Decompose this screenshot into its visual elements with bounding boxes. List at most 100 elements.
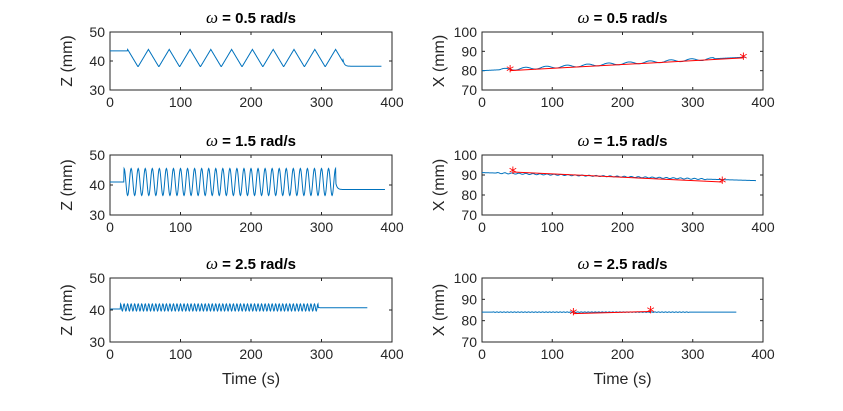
series-line xyxy=(110,166,385,197)
x-tick-label: 300 xyxy=(681,94,705,110)
x-tick-label: 300 xyxy=(681,346,705,362)
y-tick-label: 80 xyxy=(461,187,477,203)
fit-marker: * xyxy=(718,173,726,192)
y-axis-label: Z (mm) xyxy=(59,284,76,336)
subplot-title: ω = 0.5 rad/s xyxy=(206,8,296,27)
fit-line xyxy=(573,310,651,315)
x-tick-label: 300 xyxy=(310,94,334,110)
x-tick-label: 100 xyxy=(169,219,193,235)
fit-marker: * xyxy=(506,62,514,81)
title-omega-symbol: ω xyxy=(578,131,590,150)
fit-marker: * xyxy=(569,305,577,324)
title-text: = 0.5 rad/s xyxy=(218,10,296,27)
subplot-top-right: ω = 0.5 rad/s 0 100 200 300 400 70 80 90 100 X (mm… xyxy=(431,8,775,110)
x-tick-label: 300 xyxy=(310,346,334,362)
x-tick-label: 0 xyxy=(106,219,114,235)
x-tick-label: 400 xyxy=(751,346,775,362)
y-tick-label: 70 xyxy=(461,334,477,350)
axes-box xyxy=(481,154,764,216)
axes-box xyxy=(109,154,393,216)
x-tick-label: 200 xyxy=(239,94,263,110)
x-tick-label: 100 xyxy=(541,219,565,235)
x-tick-label: 100 xyxy=(169,346,193,362)
title-omega-symbol: ω xyxy=(206,8,218,27)
y-tick-label: 40 xyxy=(89,177,105,193)
y-tick-label: 70 xyxy=(461,207,477,223)
x-axis-label: Time (s) xyxy=(222,371,280,388)
y-tick-label: 50 xyxy=(89,270,105,286)
x-tick-label: 400 xyxy=(380,219,404,235)
x-tick-label: 200 xyxy=(239,219,263,235)
y-tick-label: 90 xyxy=(461,291,477,307)
title-omega-symbol: ω xyxy=(206,131,218,150)
fit-line xyxy=(510,57,744,72)
fit-line xyxy=(512,171,723,183)
x-tick-label: 0 xyxy=(106,94,114,110)
title-omega-symbol: ω xyxy=(578,8,590,27)
y-tick-label: 100 xyxy=(454,147,478,163)
x-tick-label: 0 xyxy=(478,219,486,235)
y-tick-label: 30 xyxy=(89,334,105,350)
subplot-middle-left: ω = 1.5 rad/s 0 100 200 300 400 30 40 50 Z (mm) xyxy=(59,131,404,235)
y-tick-label: 70 xyxy=(461,82,477,98)
y-axis-label: Z (mm) xyxy=(59,159,76,211)
y-tick-label: 100 xyxy=(454,24,478,40)
subplot-title: ω = 1.5 rad/s xyxy=(578,131,668,150)
title-text: = 1.5 rad/s xyxy=(590,133,668,150)
y-tick-label: 50 xyxy=(89,24,105,40)
x-tick-label: 400 xyxy=(751,94,775,110)
x-tick-label: 100 xyxy=(541,346,565,362)
y-tick-label: 90 xyxy=(461,43,477,59)
fit-marker: * xyxy=(647,302,655,321)
subplot-bottom-left: ω = 2.5 rad/s 0 100 200 300 400 30 40 50 Z (mm) Ti… xyxy=(59,254,404,388)
axes-box xyxy=(109,31,393,91)
title-text: = 1.5 rad/s xyxy=(218,133,296,150)
title-text: = 2.5 rad/s xyxy=(218,256,296,273)
y-tick-label: 90 xyxy=(461,167,477,183)
x-tick-label: 0 xyxy=(478,94,486,110)
series-line xyxy=(110,48,382,68)
y-tick-label: 80 xyxy=(461,63,477,79)
x-tick-label: 300 xyxy=(310,219,334,235)
x-tick-label: 400 xyxy=(751,219,775,235)
subplot-middle-right: ω = 1.5 rad/s 0 100 200 300 400 70 80 90 100 X (mm… xyxy=(431,131,775,235)
title-omega-symbol: ω xyxy=(206,254,218,273)
x-tick-label: 200 xyxy=(611,94,635,110)
y-tick-label: 80 xyxy=(461,313,477,329)
fit-marker: * xyxy=(739,49,747,68)
y-axis-label: X (mm) xyxy=(431,284,448,336)
title-omega-symbol: ω xyxy=(578,254,590,273)
y-tick-label: 100 xyxy=(454,270,478,286)
axes-box xyxy=(481,31,764,91)
x-tick-label: 400 xyxy=(380,94,404,110)
y-tick-label: 30 xyxy=(89,207,105,223)
subplot-title: ω = 2.5 rad/s xyxy=(206,254,296,273)
x-tick-label: 200 xyxy=(611,219,635,235)
y-axis-label: Z (mm) xyxy=(59,35,76,87)
subplot-title: ω = 0.5 rad/s xyxy=(578,8,668,27)
fit-marker: * xyxy=(509,163,517,182)
x-axis-label: Time (s) xyxy=(593,371,651,388)
subplot-bottom-right: ω = 2.5 rad/s 0 100 200 300 400 70 80 90 100 X (mm… xyxy=(431,254,775,388)
x-tick-label: 100 xyxy=(169,94,193,110)
x-tick-label: 200 xyxy=(611,346,635,362)
y-tick-label: 30 xyxy=(89,82,105,98)
x-tick-label: 400 xyxy=(380,346,404,362)
x-tick-label: 0 xyxy=(106,346,114,362)
series-line xyxy=(110,302,368,313)
x-tick-label: 100 xyxy=(541,94,565,110)
title-text: = 2.5 rad/s xyxy=(590,256,668,273)
y-axis-label: X (mm) xyxy=(431,35,448,87)
x-tick-label: 300 xyxy=(681,219,705,235)
subplot-title: ω = 2.5 rad/s xyxy=(578,254,668,273)
axes-box xyxy=(109,277,393,343)
y-tick-label: 50 xyxy=(89,147,105,163)
x-tick-label: 200 xyxy=(239,346,263,362)
axes-box xyxy=(481,277,764,343)
y-tick-label: 40 xyxy=(89,53,105,69)
y-axis-label: X (mm) xyxy=(431,159,448,211)
x-tick-label: 0 xyxy=(478,346,486,362)
subplot-title: ω = 1.5 rad/s xyxy=(206,131,296,150)
y-tick-label: 40 xyxy=(89,302,105,318)
